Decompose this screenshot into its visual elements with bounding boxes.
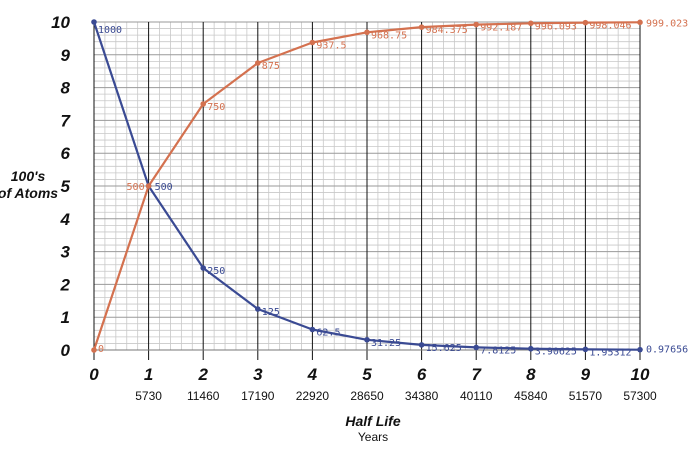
data-label: 0.97656	[646, 345, 688, 356]
x-tick-labels: 0 1 2 3 4 5 6 7 8 9 10	[89, 365, 650, 384]
x-tick-label: 5	[362, 365, 372, 384]
series-point	[200, 265, 206, 271]
y-tick-label: 4	[60, 210, 71, 229]
x-year-label: 57300	[623, 389, 657, 403]
x-tick-label: 6	[417, 365, 427, 384]
data-label: 250	[207, 266, 225, 277]
data-label: 996.093	[535, 21, 577, 32]
x-year-labels: 5730 11460 17190 22920 28650 34380 40110 45840 5…	[135, 389, 657, 403]
y-tick-label: 8	[61, 79, 71, 98]
y-tick-label: 1	[61, 308, 70, 327]
series-point	[309, 326, 316, 333]
y-axis-title-line1: 100's	[11, 168, 46, 184]
x-tick-label: 4	[307, 365, 318, 384]
data-label: 999.023	[646, 18, 688, 29]
data-label: 750	[207, 102, 225, 113]
y-axis-title-line2: of Atoms	[0, 185, 58, 201]
x-tick-label: 0	[89, 365, 99, 384]
data-label: 998.046	[589, 21, 631, 32]
x-tick-label: 3	[253, 365, 263, 384]
y-tick-label: 10	[51, 13, 70, 32]
x-year-label: 11460	[187, 389, 220, 403]
data-label: 3.90625	[535, 347, 577, 358]
data-label: 875	[262, 61, 280, 72]
series-point	[364, 336, 370, 343]
y-tick-label: 7	[61, 111, 72, 130]
data-label: 7.8125	[480, 345, 516, 356]
data-label: 500	[155, 182, 173, 193]
series-points	[91, 19, 643, 353]
series-point	[91, 347, 97, 353]
data-label: 62.5	[316, 328, 340, 339]
x-year-label: 17190	[241, 389, 275, 403]
data-label: 31.25	[371, 338, 401, 349]
y-tick-label: 0	[61, 341, 71, 360]
series-point	[528, 345, 534, 352]
x-tick-label: 7	[471, 365, 482, 384]
data-label: 968.75	[371, 30, 407, 41]
x-tick-label: 8	[526, 365, 536, 384]
x-tick-label: 2	[197, 365, 208, 384]
x-year-label: 22920	[296, 389, 330, 403]
x-year-label: 45840	[514, 389, 548, 403]
series-point	[309, 39, 316, 46]
data-label: 1000	[98, 25, 122, 36]
series-point	[582, 346, 589, 353]
series-point	[418, 342, 425, 348]
x-year-label: 51570	[569, 389, 603, 403]
data-label: 1.95312	[589, 347, 631, 358]
x-year-label: 5730	[135, 389, 162, 403]
data-label: 15.625	[426, 343, 462, 354]
series-point	[254, 60, 261, 66]
series-point	[637, 346, 643, 353]
x-axis-title: Half Life	[345, 413, 400, 429]
series-point	[528, 20, 534, 27]
y-tick-label: 6	[61, 144, 71, 163]
series-data-labels: 1000 500 250 125 62.5 31.25 15.625 7.8125 3.9062…	[98, 18, 688, 358]
data-label: 992.187	[480, 23, 522, 34]
x-year-label: 28650	[350, 389, 384, 403]
x-axis-subtitle: Years	[358, 430, 388, 444]
series-point	[200, 101, 206, 107]
y-tick-label: 9	[61, 46, 71, 65]
x-year-label: 40110	[460, 389, 493, 403]
data-label: 937.5	[316, 41, 346, 52]
x-year-label: 34380	[405, 389, 439, 403]
y-tick-label: 5	[61, 177, 71, 196]
series-point	[473, 21, 480, 28]
x-tick-label: 10	[631, 365, 650, 384]
series-point	[418, 24, 425, 30]
y-tick-label: 3	[61, 243, 71, 262]
x-tick-label: 1	[144, 365, 153, 384]
major-grid	[93, 21, 641, 360]
series-point	[364, 29, 370, 36]
data-label: 500	[127, 182, 145, 193]
data-label: 125	[262, 307, 280, 318]
series-point	[145, 183, 152, 189]
y-tick-labels: 0 1 2 3 4 5 6 7 8 9 10	[51, 13, 71, 360]
series-point	[254, 306, 261, 312]
data-label: 984.375	[426, 25, 468, 36]
series-point	[637, 19, 643, 26]
data-label: 0	[98, 344, 104, 355]
series-point	[582, 19, 589, 26]
series-point	[91, 19, 97, 25]
series-point	[473, 344, 480, 351]
x-tick-label: 9	[581, 365, 591, 384]
y-tick-label: 2	[60, 275, 71, 294]
